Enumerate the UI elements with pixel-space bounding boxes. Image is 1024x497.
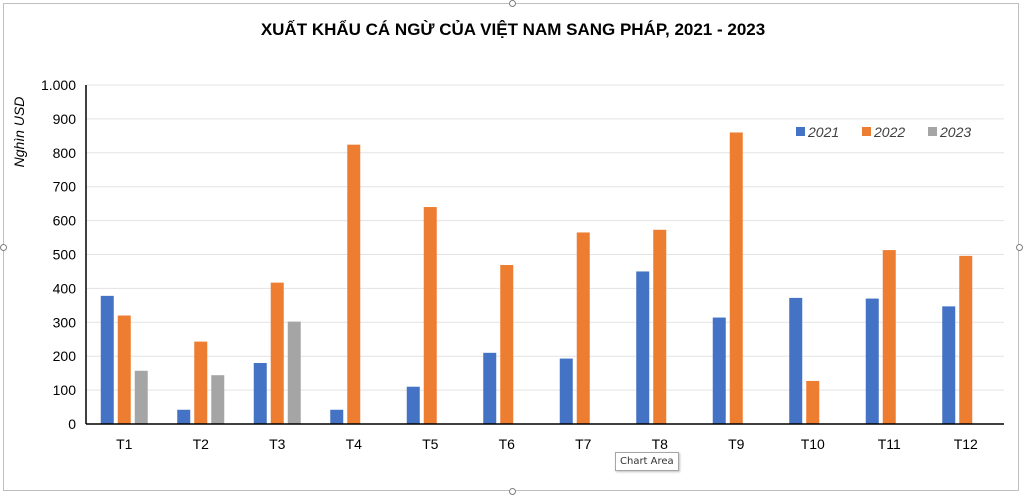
y-axis-label: Nghìn USD (11, 97, 27, 168)
y-tick-label: 1.000 (41, 77, 76, 93)
bar-2022-T1[interactable] (117, 315, 131, 424)
bar-2021-T4[interactable] (330, 409, 344, 424)
y-tick-label: 300 (53, 314, 77, 330)
bar-2021-T1[interactable] (100, 295, 114, 424)
y-tick-label: 500 (53, 247, 77, 263)
x-tick-label: T2 (193, 436, 210, 452)
bar-2021-T10[interactable] (789, 297, 803, 424)
x-tick-label: T1 (116, 436, 133, 452)
legend-swatch-2021 (796, 127, 805, 136)
bar-2021-T12[interactable] (942, 306, 956, 424)
bar-2022-T7[interactable] (576, 232, 590, 424)
bar-2022-T12[interactable] (959, 255, 973, 424)
x-tick-label: T4 (346, 436, 363, 452)
x-tick-label: T9 (728, 436, 745, 452)
x-tick-label: T3 (269, 436, 286, 452)
y-tick-label: 200 (53, 348, 77, 364)
bar-2021-T11[interactable] (865, 298, 879, 424)
resize-handle-bottom[interactable] (509, 488, 516, 495)
legend-swatch-2022 (862, 127, 871, 136)
y-tick-label: 400 (53, 280, 77, 296)
bar-2022-T8[interactable] (653, 229, 667, 424)
bar-2021-T3[interactable] (253, 362, 267, 424)
bar-2023-T2[interactable] (211, 375, 225, 424)
x-tick-label: T6 (499, 436, 516, 452)
x-tick-label: T8 (652, 436, 669, 452)
bar-2023-T3[interactable] (287, 321, 301, 424)
y-tick-label: 700 (53, 179, 77, 195)
legend-label: 2023 (939, 124, 971, 140)
x-tick-label: T12 (954, 436, 978, 452)
bar-2021-T5[interactable] (406, 386, 420, 424)
y-tick-label: 800 (53, 145, 77, 161)
bar-2022-T9[interactable] (729, 132, 743, 424)
bars (100, 132, 973, 424)
bar-2022-T10[interactable] (806, 380, 820, 424)
y-tick-label: 100 (53, 382, 77, 398)
bar-2023-T1[interactable] (134, 370, 148, 424)
bar-2022-T3[interactable] (270, 282, 284, 424)
bar-2022-T2[interactable] (194, 341, 208, 424)
y-tick-labels: 0 100 200 300 400 500 600 700 800 900 1.000 (41, 77, 76, 432)
bar-2021-T8[interactable] (636, 271, 650, 424)
resize-handle-top[interactable] (509, 0, 516, 7)
chart: XUẤT KHẨU CÁ NGỪ CỦA VIỆT NAM SANG PHÁP,… (11, 20, 1004, 452)
legend: 2021 2022 2023 (796, 124, 971, 140)
legend-label: 2022 (873, 124, 905, 140)
bar-2021-T7[interactable] (559, 358, 573, 424)
x-tick-label: T11 (878, 436, 901, 452)
bar-2022-T4[interactable] (347, 144, 361, 424)
gridlines (86, 84, 1004, 391)
x-tick-label: T5 (422, 436, 439, 452)
bar-2021-T9[interactable] (712, 317, 726, 424)
resize-handle-left[interactable] (0, 244, 7, 251)
legend-label: 2021 (807, 124, 839, 140)
chart-title: XUẤT KHẨU CÁ NGỪ CỦA VIỆT NAM SANG PHÁP,… (261, 20, 765, 39)
bar-2021-T6[interactable] (483, 352, 497, 424)
bar-2021-T2[interactable] (177, 409, 191, 424)
x-tick-label: T10 (801, 436, 825, 452)
bar-2022-T11[interactable] (882, 250, 896, 424)
y-tick-label: 600 (53, 213, 77, 229)
bar-2022-T5[interactable] (423, 207, 437, 424)
bar-2022-T6[interactable] (500, 265, 514, 424)
resize-handle-right[interactable] (1016, 244, 1023, 251)
axes (85, 85, 1004, 425)
chart-area-tooltip: Chart Area (615, 452, 679, 471)
x-tick-labels: T1 T2 T3 T4 T5 T6 T7 T8 T9 T10 T11 T12 (116, 436, 978, 452)
legend-swatch-2023 (928, 127, 937, 136)
y-tick-label: 0 (68, 416, 76, 432)
x-tick-label: T7 (575, 436, 592, 452)
y-tick-label: 900 (53, 111, 77, 127)
